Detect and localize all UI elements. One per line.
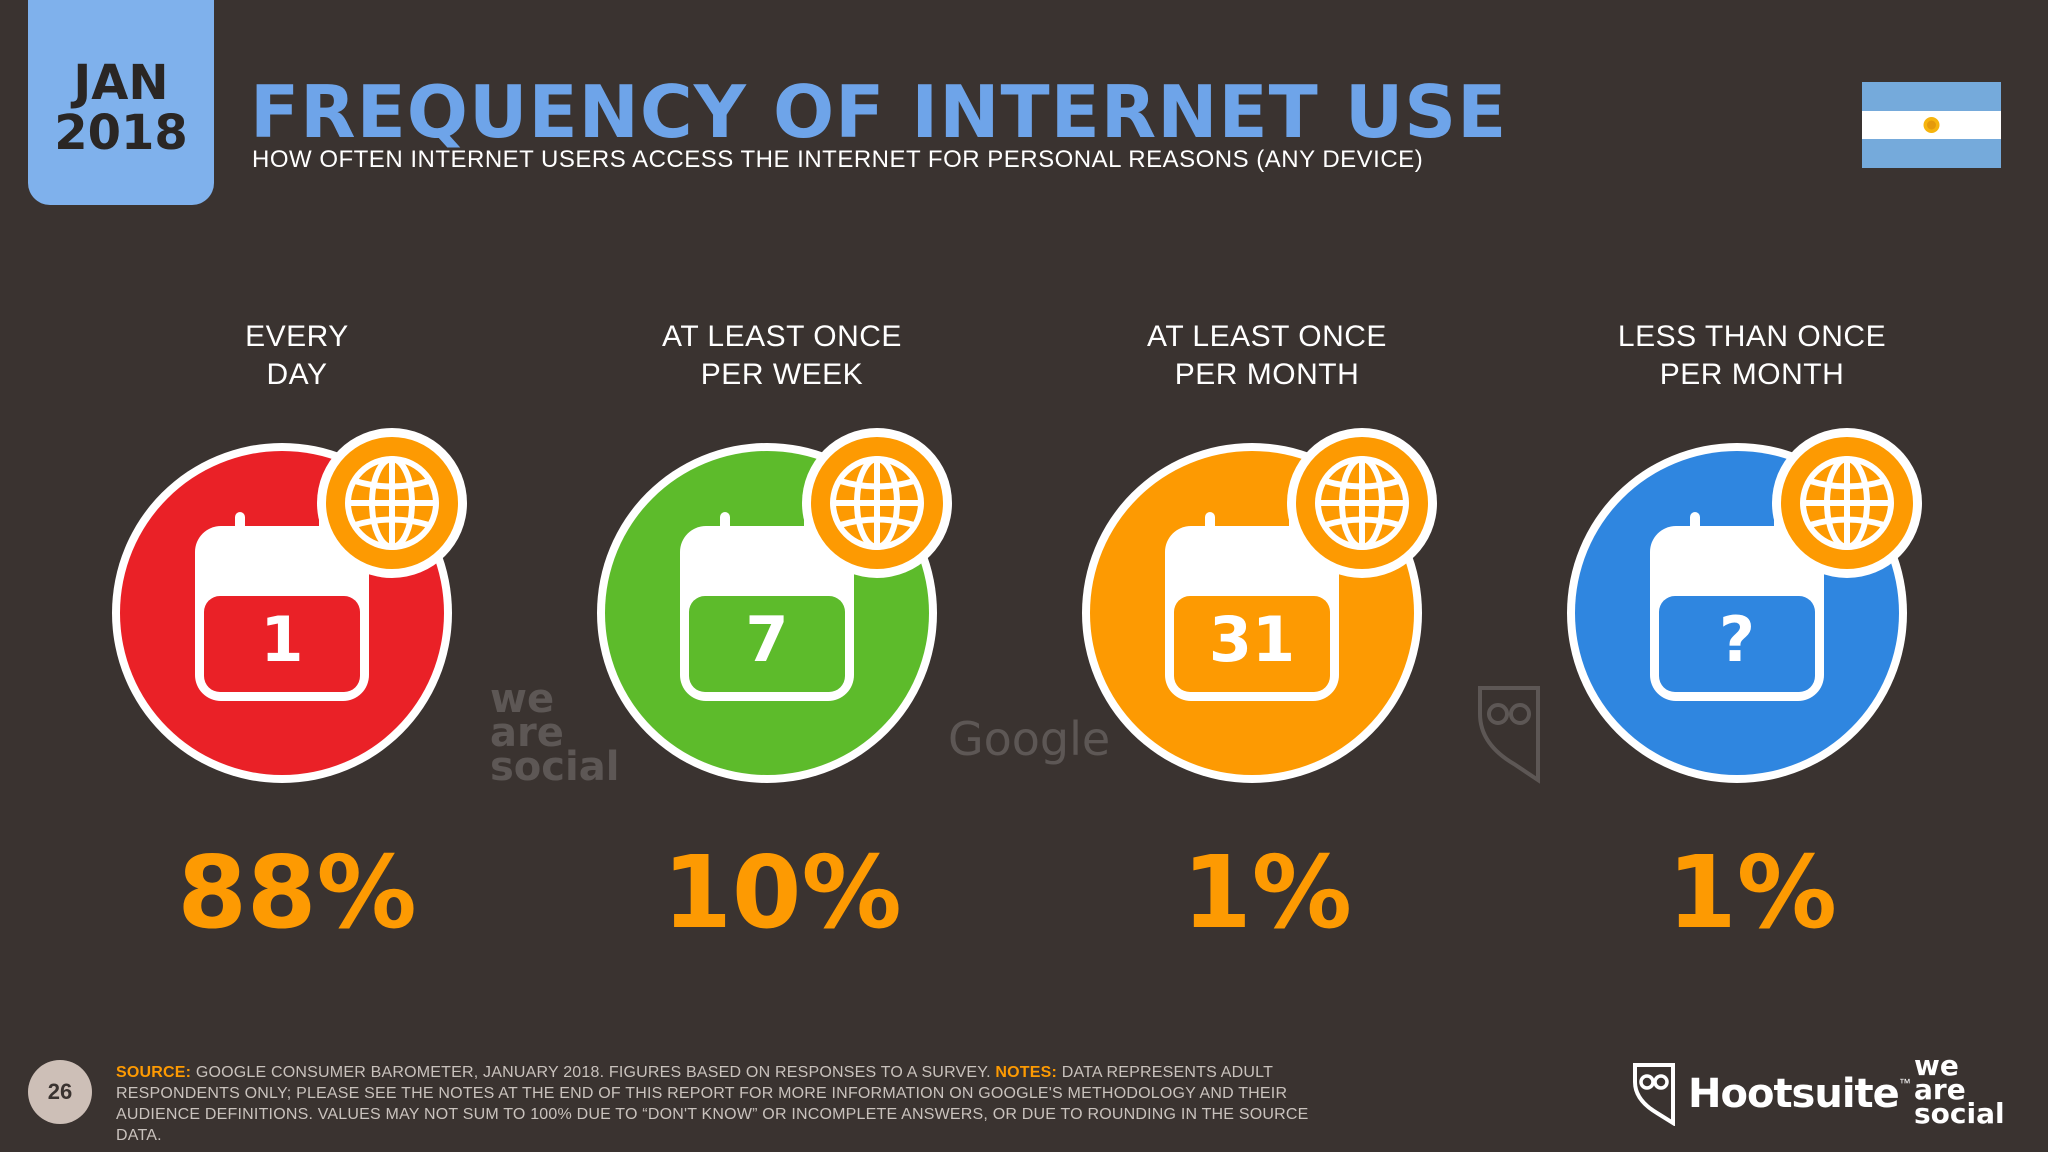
argentina-flag-icon bbox=[1862, 82, 2001, 168]
calendar-value: 7 bbox=[745, 603, 789, 676]
stat-percent: 1% bbox=[1667, 834, 1837, 951]
calendar-circle: 31 bbox=[1077, 428, 1457, 788]
stat-label: EVERY DAY bbox=[245, 320, 349, 391]
hootsuite-owl-watermark-icon bbox=[1478, 686, 1540, 784]
hootsuite-wordmark: Hootsuite bbox=[1688, 1071, 1900, 1117]
stat-less-than-monthly: LESS THAN ONCE PER MONTH ? 1% bbox=[1532, 318, 1972, 948]
stat-percent: 10% bbox=[662, 834, 902, 951]
date-month: JAN bbox=[73, 54, 169, 111]
page-title: FREQUENCY OF INTERNET USE bbox=[250, 70, 1508, 154]
we-are-social-watermark: we are social bbox=[490, 676, 620, 790]
google-watermark: Google bbox=[948, 712, 1111, 766]
date-tab: JAN 2018 bbox=[28, 0, 214, 205]
calendar-circle: 7 bbox=[592, 428, 972, 788]
trademark-symbol: ™ bbox=[1898, 1076, 1911, 1090]
stat-label: AT LEAST ONCE PER MONTH bbox=[1147, 320, 1387, 391]
calendar-icon bbox=[1082, 428, 1437, 783]
source-text: GOOGLE CONSUMER BAROMETER, JANUARY 2018.… bbox=[191, 1064, 996, 1081]
calendar-icon bbox=[597, 428, 952, 783]
stat-monthly: AT LEAST ONCE PER MONTH 31 1% bbox=[1047, 318, 1487, 948]
calendar-icon bbox=[112, 428, 467, 783]
calendar-value: ? bbox=[1719, 603, 1755, 676]
page-subtitle: HOW OFTEN INTERNET USERS ACCESS THE INTE… bbox=[252, 146, 1424, 173]
page-number-badge: 26 bbox=[28, 1060, 92, 1124]
calendar-value: 1 bbox=[260, 603, 304, 676]
calendar-icon bbox=[1567, 428, 1922, 783]
notes-label: NOTES: bbox=[995, 1064, 1058, 1081]
calendar-circle: 1 bbox=[107, 428, 487, 788]
footer-source-notes: SOURCE: GOOGLE CONSUMER BAROMETER, JANUA… bbox=[116, 1062, 1356, 1146]
hootsuite-logo: Hootsuite ™ bbox=[1632, 1062, 1911, 1126]
calendar-value: 31 bbox=[1208, 603, 1296, 676]
date-year: 2018 bbox=[54, 104, 188, 161]
hootsuite-owl-icon bbox=[1633, 1063, 1675, 1126]
stat-percent: 88% bbox=[177, 834, 417, 951]
calendar-circle: ? bbox=[1562, 428, 1942, 788]
stat-label: AT LEAST ONCE PER WEEK bbox=[662, 320, 902, 391]
stat-percent: 1% bbox=[1182, 834, 1352, 951]
we-are-social-logo: we are social bbox=[1914, 1049, 2005, 1130]
stat-every-day: EVERY DAY 1 88% bbox=[77, 318, 517, 948]
stat-label: LESS THAN ONCE PER MONTH bbox=[1617, 320, 1887, 391]
stat-weekly: AT LEAST ONCE PER WEEK 7 10% bbox=[562, 318, 1002, 948]
notes-text: DATA REPRESENTS ADULT RESPONDENTS ONLY; … bbox=[116, 1064, 1309, 1144]
source-label: SOURCE: bbox=[116, 1064, 192, 1081]
